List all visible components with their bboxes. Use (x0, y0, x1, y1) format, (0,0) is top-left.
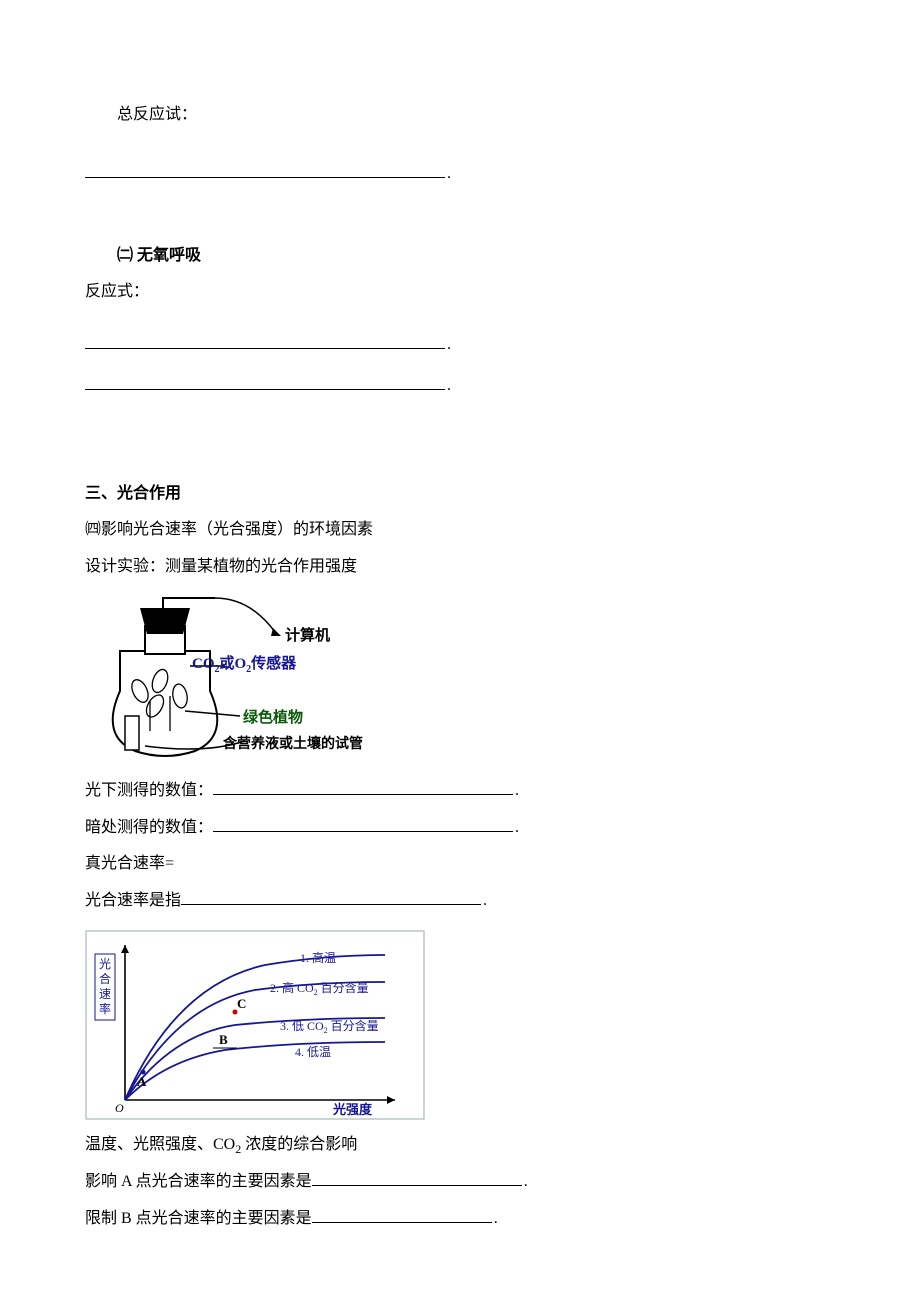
svg-text:速: 速 (99, 987, 111, 1001)
section2-title: ㈡ 无氧呼吸 (117, 247, 201, 264)
measure-dark-label: 暗处测得的数值： (85, 819, 213, 836)
svg-text:3. 低 CO2 百分含量: 3. 低 CO2 百分含量 (280, 1018, 379, 1035)
factorA-label: 影响 A 点光合速率的主要因素是 (85, 1173, 312, 1190)
period: . (524, 1173, 528, 1190)
graph-c1: 1. 高温 (300, 950, 336, 965)
section3-heading-row: 三、光合作用 (85, 479, 835, 509)
blank-field (85, 370, 445, 389)
period: . (494, 1210, 498, 1227)
blank-field (181, 886, 481, 905)
reaction-blank1-row: . (85, 330, 835, 361)
period: . (447, 165, 451, 182)
blank-field (85, 158, 445, 177)
svg-text:2. 高 CO2 百分含量: 2. 高 CO2 百分含量 (270, 980, 369, 997)
blank-field (213, 776, 513, 795)
blank-field (312, 1167, 522, 1186)
combined-suffix: 浓度的综合影响 (241, 1136, 357, 1153)
measure-dark-row: 暗处测得的数值：. (85, 813, 835, 844)
graph-xlabel: 光强度 (332, 1102, 373, 1117)
section3-sub2-row: 设计实验：测量某植物的光合作用强度 (85, 552, 835, 582)
svg-text:合: 合 (99, 971, 111, 986)
label-sensor-suffix: 传感器 (250, 654, 297, 672)
label-computer: 计算机 (285, 626, 330, 644)
period: . (447, 377, 451, 394)
period: . (447, 336, 451, 353)
flask-svg: 计算机 CO2或O2传感器 绿色植物 含营养液或土壤的试管 (85, 596, 385, 766)
svg-text:率: 率 (99, 1001, 111, 1016)
combined-row: 温度、光照强度、CO2 浓度的综合影响 (85, 1130, 835, 1161)
true-rate-row: 真光合速率= (85, 849, 835, 879)
blank-field (312, 1204, 492, 1223)
label-sensor-prefix: CO (192, 656, 215, 672)
graph-c4: 4. 低温 (295, 1045, 331, 1059)
factorB-label: 限制 B 点光合速率的主要因素是 (85, 1210, 312, 1227)
svg-text:光: 光 (99, 957, 111, 971)
blank-field (213, 813, 513, 832)
total-reaction-blank-row: . (85, 158, 835, 189)
reaction-label: 反应式： (85, 283, 149, 300)
total-reaction-line: 总反应试： (85, 100, 835, 130)
reaction-label-row: 反应式： (85, 277, 835, 307)
label-sensor-mid: 或O (220, 654, 247, 672)
reaction-blank2-row: . (85, 370, 835, 401)
section3-heading: 三、光合作用 (85, 485, 181, 502)
graph-origin: O (115, 1101, 124, 1115)
flask-figure: 计算机 CO2或O2传感器 绿色植物 含营养液或土壤的试管 (85, 596, 835, 766)
graph-figure: 光 合 速 率 A B C O 光强度 1. 高温 2. 高 CO2 百分含量 … (85, 930, 835, 1120)
total-reaction-label: 总反应试： (117, 106, 197, 123)
rate-is-row: 光合速率是指. (85, 886, 835, 917)
section3-sub2: 设计实验：测量某植物的光合作用强度 (85, 558, 357, 575)
measure-light-row: 光下测得的数值：. (85, 776, 835, 807)
svg-text:CO2或O2传感器: CO2或O2传感器 (192, 654, 297, 675)
graph-c3s: 百分含量 (328, 1018, 379, 1033)
period: . (515, 819, 519, 836)
section3-sub1-row: ㈣影响光合速率（光合强度）的环境因素 (85, 515, 835, 545)
period: . (515, 782, 519, 799)
period: . (483, 892, 487, 909)
graph-c2p: 2. 高 CO (270, 980, 314, 995)
graph-c3p: 3. 低 CO (280, 1019, 324, 1033)
label-plant: 绿色植物 (243, 708, 303, 726)
blank-field (85, 330, 445, 349)
section3-sub1: ㈣影响光合速率（光合强度）的环境因素 (85, 521, 373, 538)
graph-svg: 光 合 速 率 A B C O 光强度 1. 高温 2. 高 CO2 百分含量 … (85, 930, 425, 1120)
section2-title-row: ㈡ 无氧呼吸 (85, 241, 835, 271)
rate-is-label: 光合速率是指 (85, 892, 181, 909)
graph-c2s: 百分含量 (318, 980, 369, 995)
true-rate-label: 真光合速率= (85, 855, 174, 872)
graph-pointC: C (237, 996, 246, 1011)
combined-prefix: 温度、光照强度、CO (85, 1136, 235, 1153)
factorA-row: 影响 A 点光合速率的主要因素是. (85, 1167, 835, 1198)
graph-pointA: A (137, 1074, 147, 1089)
factorB-row: 限制 B 点光合速率的主要因素是. (85, 1204, 835, 1235)
graph-pointB: B (219, 1032, 228, 1047)
label-tube: 含营养液或土壤的试管 (223, 735, 363, 752)
measure-light-label: 光下测得的数值： (85, 782, 213, 799)
